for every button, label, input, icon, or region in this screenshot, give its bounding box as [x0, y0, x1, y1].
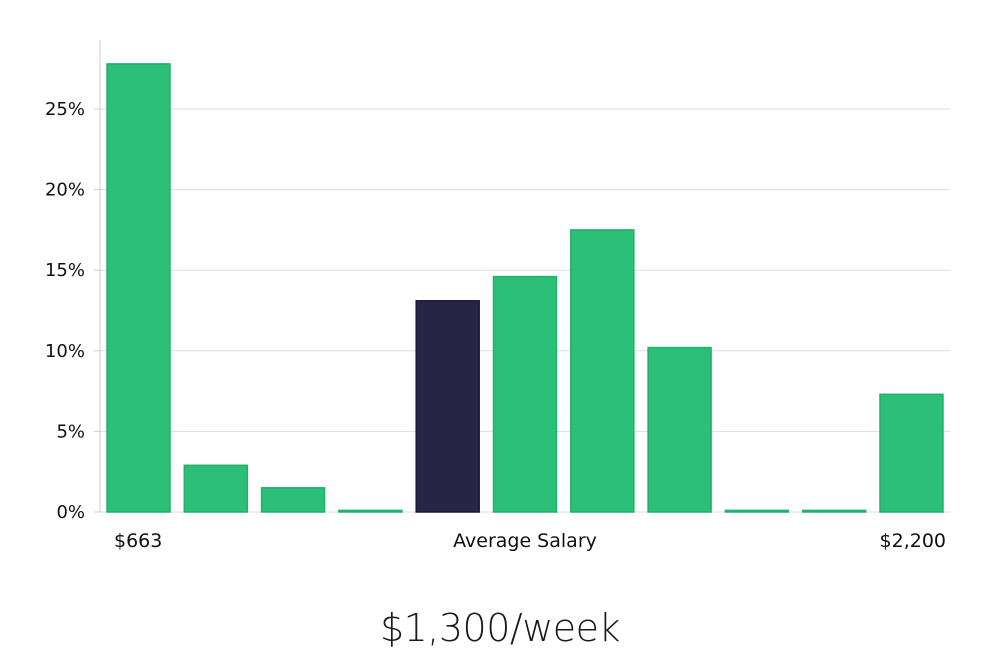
bar	[570, 229, 635, 513]
bar	[492, 275, 558, 513]
bar	[260, 487, 326, 513]
bar-average-highlight	[415, 300, 480, 513]
x-axis-middle-label: Average Salary	[453, 530, 597, 552]
y-tick-label: 20%	[45, 180, 85, 201]
bars	[106, 63, 944, 513]
y-tick-label: 5%	[56, 421, 85, 442]
bar	[801, 509, 867, 513]
bar	[183, 464, 249, 513]
average-salary-value: $1,300/week	[379, 606, 621, 650]
bar	[106, 63, 171, 513]
y-axis-ticks: 0% 5% 10% 15% 20% 25%	[45, 99, 100, 523]
bar	[338, 509, 403, 513]
y-tick-label: 10%	[45, 341, 85, 362]
salary-histogram-chart: 0% 5% 10% 15% 20% 25% $663 Average Salary $2,…	[45, 40, 950, 552]
x-axis-max-label: $2,200	[880, 530, 946, 552]
bar	[724, 509, 790, 513]
bar	[879, 393, 944, 513]
bar	[647, 346, 712, 513]
x-axis-min-label: $663	[114, 530, 162, 552]
y-tick-label: 25%	[45, 99, 85, 120]
y-tick-label: 15%	[45, 260, 85, 281]
y-tick-label: 0%	[56, 502, 85, 523]
